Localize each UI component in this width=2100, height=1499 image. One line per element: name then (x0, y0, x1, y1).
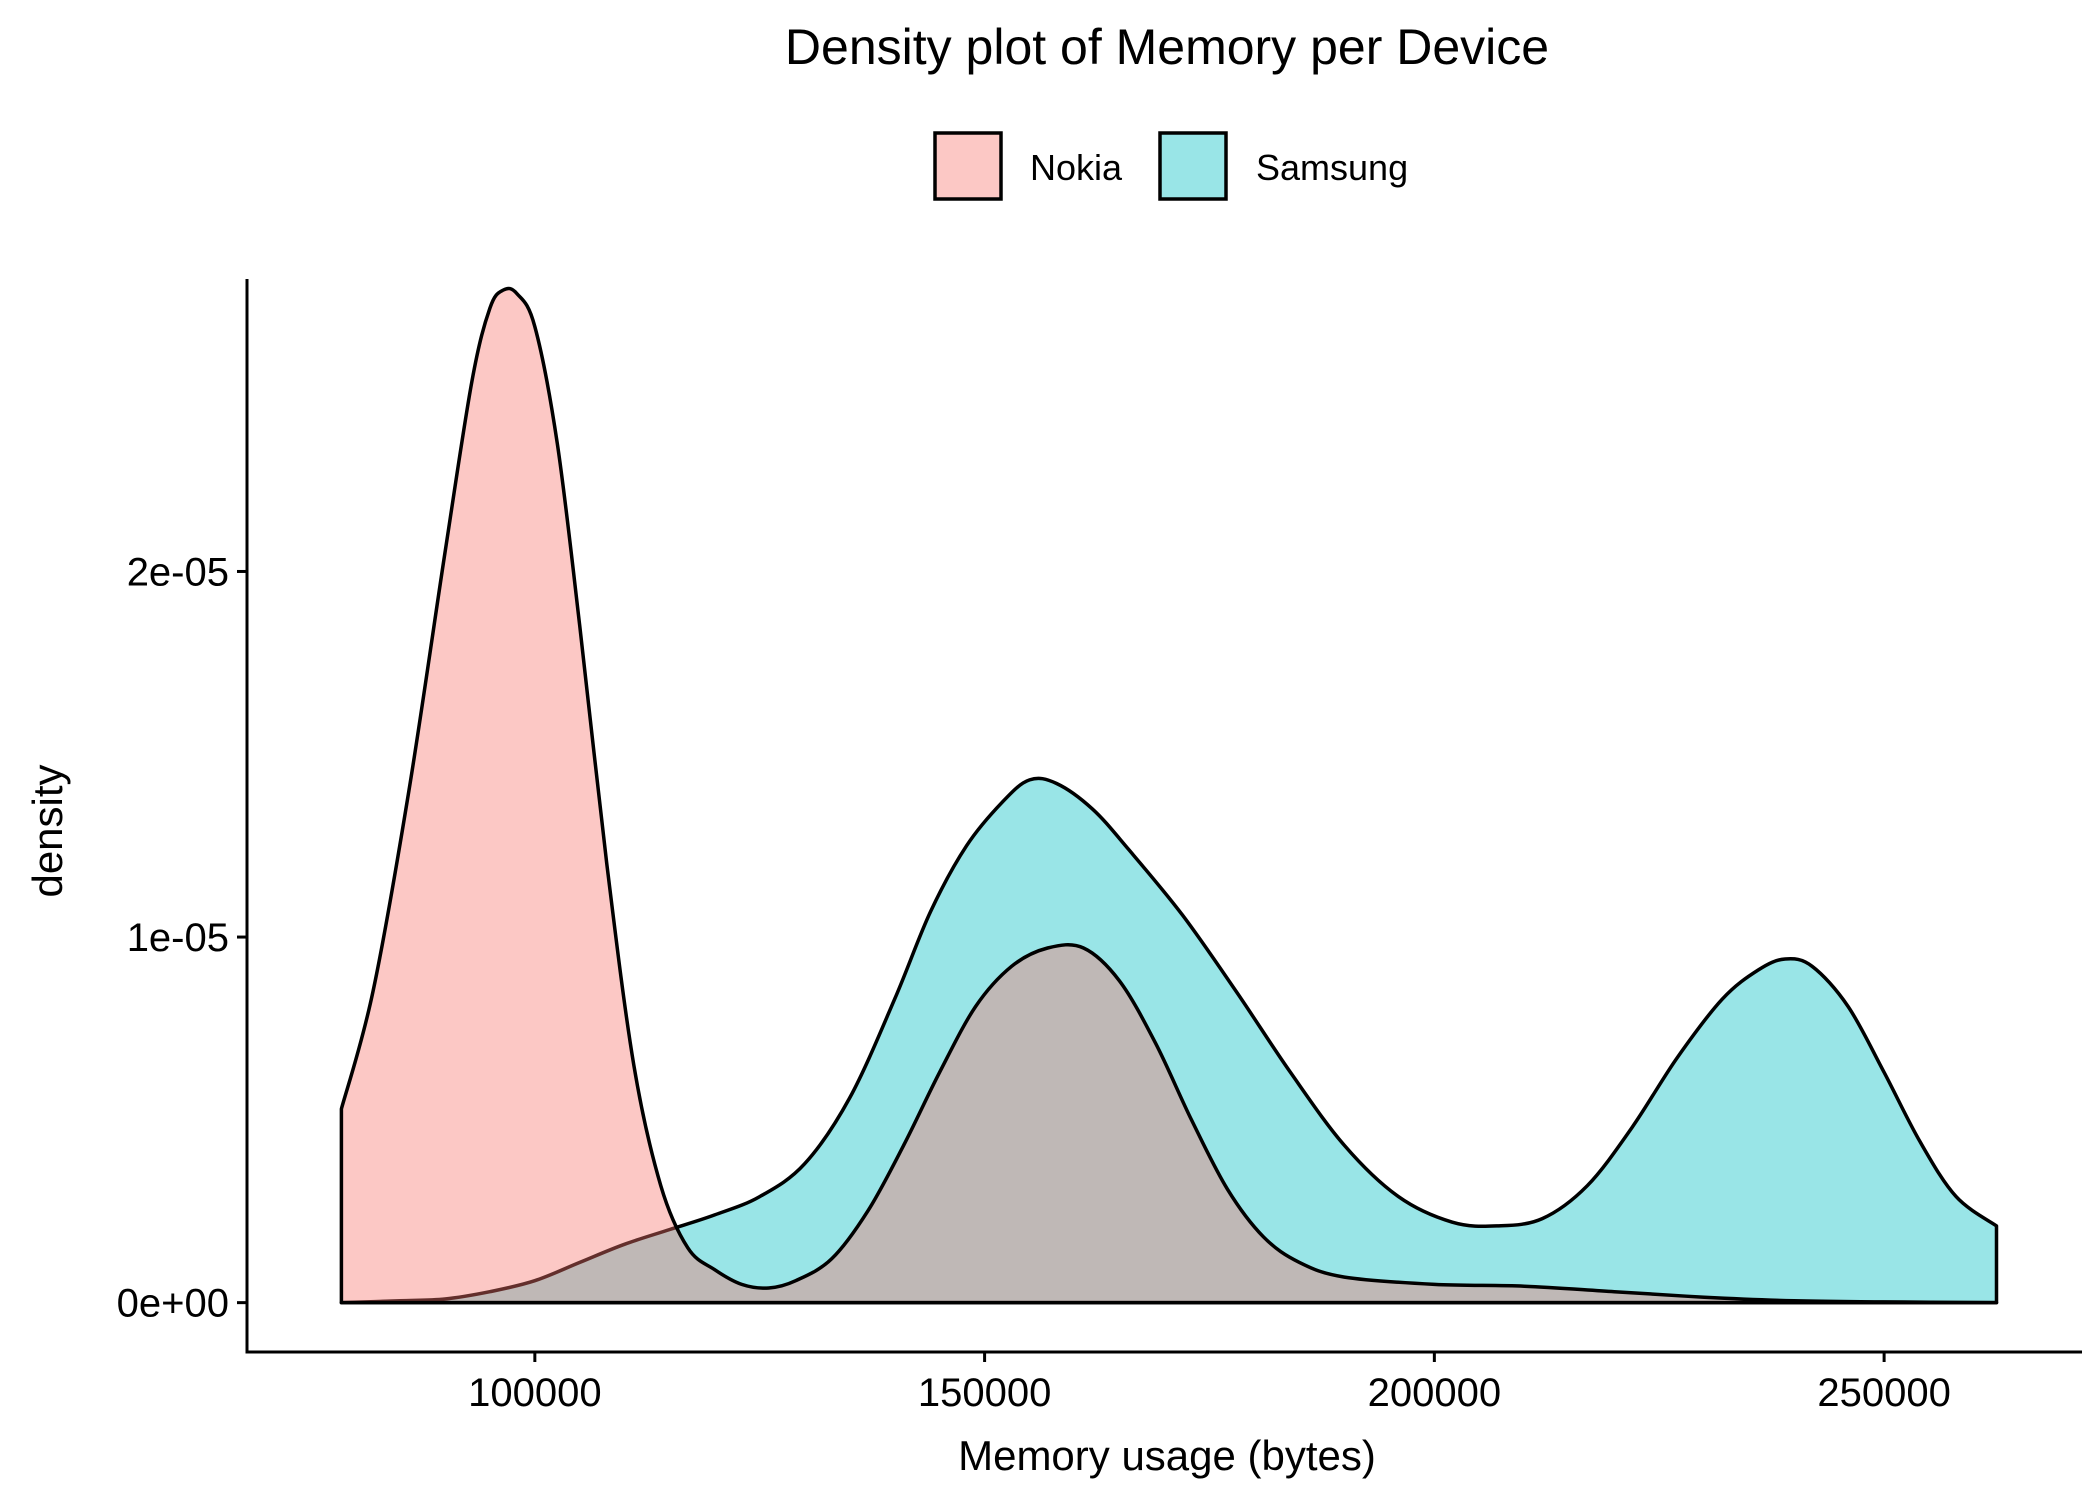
y-axis-title: density (24, 764, 71, 897)
legend: Nokia Samsung (933, 131, 1408, 201)
legend-key-samsung (1158, 131, 1228, 201)
y-tick-label: 2e-05 (127, 550, 229, 594)
x-tick-label: 100000 (468, 1371, 601, 1415)
y-tick-label: 0e+00 (117, 1282, 229, 1326)
x-tick-label: 200000 (1368, 1371, 1501, 1415)
density-area-samsung (339, 776, 1999, 1305)
x-tick-label: 250000 (1817, 1371, 1950, 1415)
x-tick-label: 150000 (918, 1371, 1051, 1415)
chart-title: Density plot of Memory per Device (785, 19, 1549, 75)
y-tick-label: 1e-05 (127, 916, 229, 960)
legend-label-nokia: Nokia (1030, 147, 1123, 188)
plot-area (339, 286, 1999, 1305)
y-axis-ticks: 0e+00 1e-05 2e-05 (117, 550, 247, 1326)
legend-label-samsung: Samsung (1256, 147, 1408, 188)
x-axis-ticks: 100000 150000 200000 250000 (468, 1352, 1951, 1415)
density-area-nokia (339, 286, 1999, 1305)
x-axis-title: Memory usage (bytes) (958, 1432, 1376, 1479)
legend-key-nokia (933, 131, 1003, 201)
